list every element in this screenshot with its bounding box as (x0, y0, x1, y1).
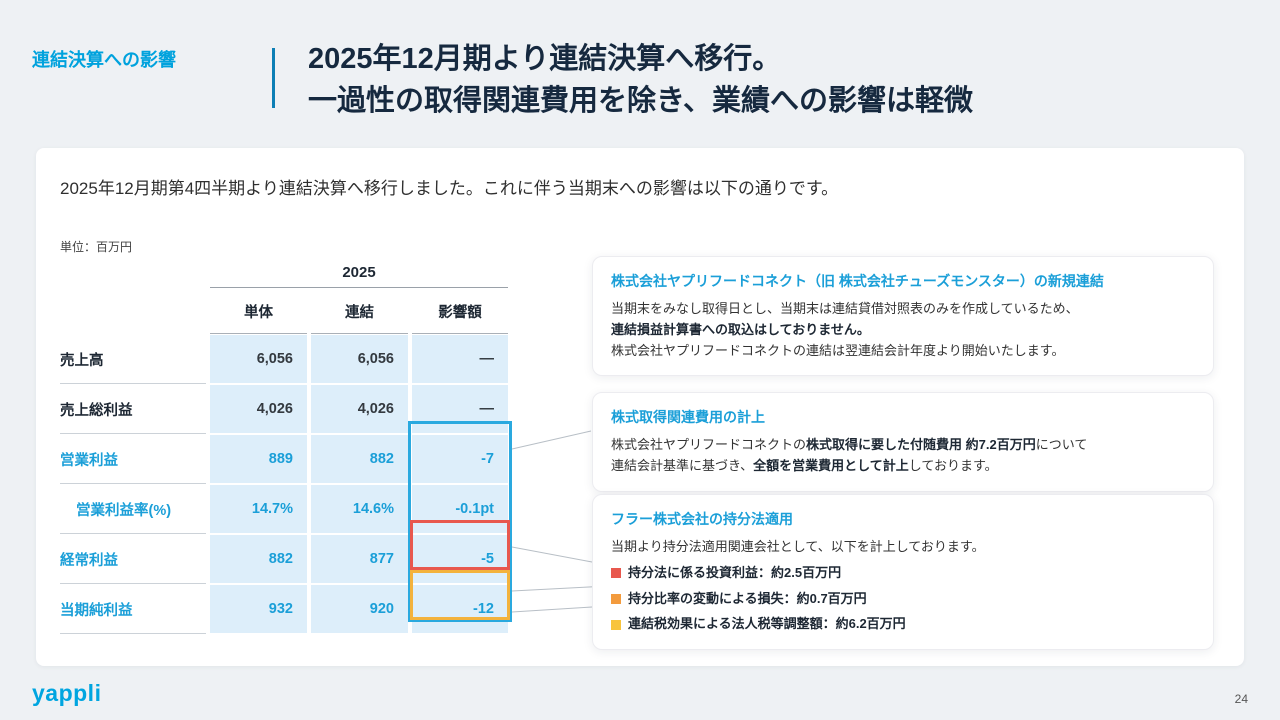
table-cell: -7 (412, 435, 508, 483)
page-title-line2: 一過性の取得関連費用を除き、業績への影響は軽微 (308, 85, 973, 118)
table-row-label: 売上総利益 (60, 385, 206, 434)
header-row-spacer (60, 289, 206, 333)
bullet-text: 連結税効果による法人税等調整額：約6.2百万円 (628, 616, 906, 632)
orange-square-icon (611, 593, 621, 604)
table-cell: — (412, 335, 508, 383)
yappli-logo: yappli (32, 680, 102, 706)
bullet-item: 連結税効果による法人税等調整額：約6.2百万円 (611, 614, 1195, 635)
note-title: 株式会社ヤプリフードコネクト（旧 株式会社チューズモンスター）の新規連結 (611, 273, 1104, 289)
table-cell: 6,056 (210, 335, 307, 383)
table-cell: 920 (311, 585, 408, 633)
section-eyebrow: 連結決算への影響 (32, 50, 176, 70)
column-header-renketsu: 連結 (311, 289, 408, 334)
note-body: 当期末をみなし取得日とし、当期末は連結貸借対照表のみを作成しているため、 連結損… (611, 299, 1195, 361)
note-equity-method: フラー株式会社の持分法適用 当期より持分法適用関連会社として、以下を計上しており… (592, 494, 1214, 651)
note-body-line: 当期末をみなし取得日とし、当期末は連結貸借対照表のみを作成しているため、 (611, 301, 1079, 316)
table-cell: 14.6% (311, 485, 408, 533)
note-body-line: 連結会計基準に基づき、全額を営業費用として計上しております。 (611, 457, 998, 473)
unit-label: 単位：百万円 (60, 240, 133, 254)
table-cell: -12 (412, 585, 508, 633)
table-row-label: 営業利益率(%) (60, 485, 206, 534)
table-row-label: 経常利益 (60, 535, 206, 584)
note-title: フラー株式会社の持分法適用 (611, 511, 793, 527)
note-body: 株式会社ヤプリフードコネクトの株式取得に要した付随費用 約7.2百万円について … (611, 435, 1195, 477)
note-body-line-bold: 連結損益計算書への取込はしておりません。 (611, 321, 870, 337)
table-row-label: 当期純利益 (60, 585, 206, 634)
table-cell: 882 (210, 535, 307, 583)
table-cell: 4,026 (210, 385, 307, 433)
note-new-consolidation: 株式会社ヤプリフードコネクト（旧 株式会社チューズモンスター）の新規連結 当期末… (592, 256, 1214, 377)
column-header-tandoku: 単体 (210, 289, 307, 334)
column-header-eikyogaku: 影響額 (412, 289, 508, 334)
table-cell: 6,056 (311, 335, 408, 383)
page-title: 2025年12月期より連結決算へ移行。 一過性の取得関連費用を除き、業績への影響… (308, 38, 973, 122)
table-cell: -5 (412, 535, 508, 583)
table-cell: 932 (210, 585, 307, 633)
bullet-text: 持分法に係る投資利益：約2.5百万円 (628, 564, 842, 580)
table-cell: 889 (210, 435, 307, 483)
table-row-label: 売上高 (60, 335, 206, 384)
note-body-line: 株式会社ヤプリフードコネクトの株式取得に要した付随費用 約7.2百万円について (611, 437, 1088, 452)
intro-text: 2025年12月期第4四半期より連結決算へ移行しました。これに伴う当期末への影響… (60, 179, 839, 198)
note-body-line: 株式会社ヤプリフードコネクトの連結は翌連結会計年度より開始いたします。 (611, 342, 1065, 358)
red-square-icon (611, 568, 621, 579)
yellow-square-icon (611, 619, 621, 630)
title-divider (272, 48, 275, 108)
note-body-line: 当期より持分法適用関連会社として、以下を計上しております。 (611, 539, 985, 554)
note-title: 株式取得関連費用の計上 (611, 409, 765, 425)
table-cell: 882 (311, 435, 408, 483)
table-row-label: 営業利益 (60, 435, 206, 484)
financial-table: 2025 単体 連結 影響額 売上高 6,056 6,056 — 売上総利益 4… (60, 252, 508, 634)
bullet-item: 持分法に係る投資利益：約2.5百万円 (611, 563, 1195, 584)
table-cell: 4,026 (311, 385, 408, 433)
page-number: 24 (1234, 692, 1248, 706)
year-header: 2025 (210, 252, 508, 288)
table-cell: 877 (311, 535, 408, 583)
page-title-line1: 2025年12月期より連結決算へ移行。 (308, 43, 782, 75)
table-cell: -0.1pt (412, 485, 508, 533)
note-acquisition-costs: 株式取得関連費用の計上 株式会社ヤプリフードコネクトの株式取得に要した付随費用 … (592, 392, 1214, 492)
note-body: 当期より持分法適用関連会社として、以下を計上しております。 持分法に係る投資利益… (611, 537, 1195, 635)
table-cell: 14.7% (210, 485, 307, 533)
bullet-text: 持分比率の変動による損失：約0.7百万円 (628, 590, 867, 606)
table-corner-spacer (60, 252, 206, 288)
table-cell: — (412, 385, 508, 433)
bullet-item: 持分比率の変動による損失：約0.7百万円 (611, 589, 1195, 610)
